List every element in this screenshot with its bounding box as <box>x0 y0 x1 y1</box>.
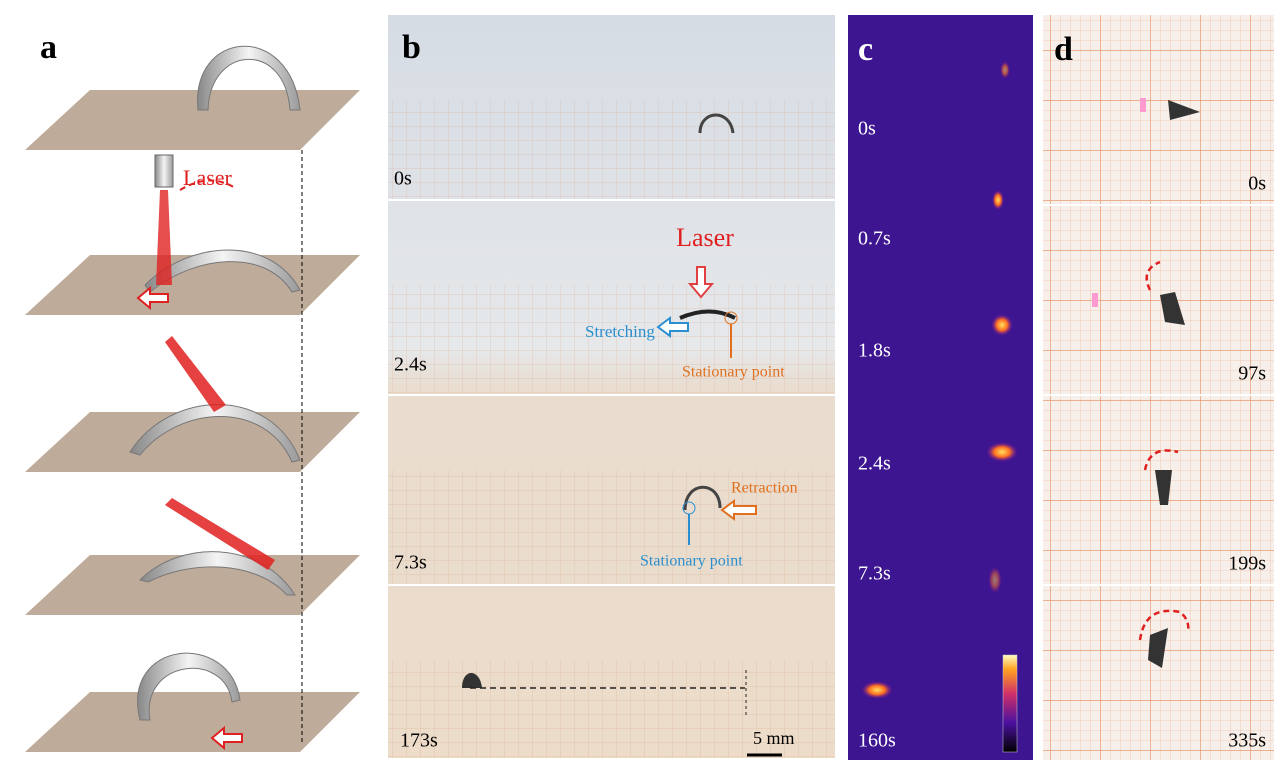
time-label: 0s <box>1248 173 1266 195</box>
laser-label: Laser <box>676 223 734 252</box>
time-label: 0.7s <box>858 228 891 250</box>
panel-a: a Laser <box>25 29 360 752</box>
time-label: 0s <box>858 118 876 140</box>
time-label: 173s <box>400 730 438 752</box>
panel-d: d 0s 97s 199s 335s <box>1043 15 1274 760</box>
panel-label: d <box>1054 31 1073 68</box>
time-label: 160s <box>858 730 896 752</box>
time-label: 2.4s <box>394 354 427 376</box>
panel-label: c <box>858 31 873 68</box>
time-label: 199s <box>1228 553 1266 575</box>
time-label: 2.4s <box>858 453 891 475</box>
time-label: 335s <box>1228 730 1266 752</box>
time-label: 97s <box>1238 363 1266 385</box>
panel-b: b 0s Laser Stretching Stationary point 2… <box>388 15 835 758</box>
figure: a Laser b 0s Laser Stretching Stationary… <box>0 0 1274 770</box>
laser-label: Laser <box>183 165 233 190</box>
annotation: Stationary point <box>682 364 785 381</box>
panel-c: c 0s 0.7s 1.8s 2.4s 7.3s 160s <box>848 15 1033 760</box>
panel-label: a <box>40 29 57 66</box>
time-label: 1.8s <box>858 340 891 362</box>
annotation: Retraction <box>731 480 798 497</box>
time-label: 7.3s <box>858 563 891 585</box>
scale-bar-label: 5 mm <box>753 728 795 748</box>
annotation: Stretching <box>585 322 655 341</box>
annotation: Stationary point <box>640 553 743 570</box>
time-label: 7.3s <box>394 552 427 574</box>
time-label: 0s <box>394 168 412 190</box>
panel-label: b <box>402 29 421 66</box>
